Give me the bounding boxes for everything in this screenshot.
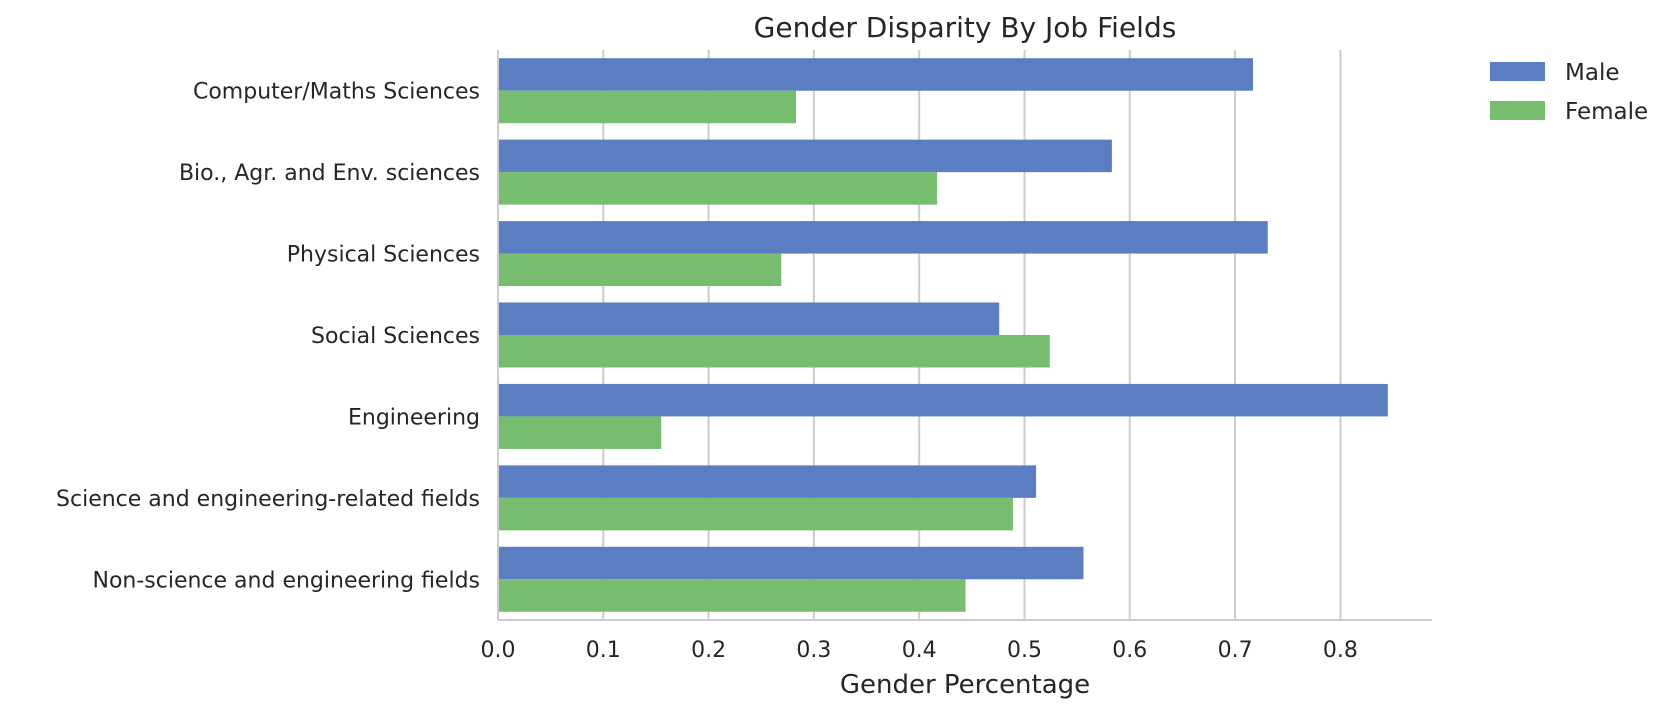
x-tick-label: 0.5 <box>1007 638 1042 663</box>
x-tick-label: 0.4 <box>902 638 937 663</box>
bar-male-5 <box>498 465 1037 498</box>
y-tick-label: Physical Sciences <box>287 243 480 268</box>
bar-male-2 <box>498 221 1268 254</box>
x-axis-title: Gender Percentage <box>840 670 1090 700</box>
y-tick-label: Bio., Agr. and Env. sciences <box>179 161 480 186</box>
axis-spines <box>497 50 1432 621</box>
y-tick-label: Science and engineering-related fields <box>56 487 480 512</box>
bar-male-4 <box>498 383 1388 417</box>
bars <box>498 58 1388 612</box>
x-tick-label: 0.7 <box>1218 638 1253 663</box>
x-tick-label: 0.1 <box>586 638 621 663</box>
bar-female-0 <box>498 90 796 124</box>
bar-male-1 <box>498 139 1112 173</box>
legend-label-female: Female <box>1565 99 1648 125</box>
y-tick-label: Social Sciences <box>311 324 480 349</box>
y-tick-labels: Computer/Maths Sciences Bio., Agr. and En… <box>56 80 480 594</box>
x-tick-label: 0.6 <box>1112 638 1147 663</box>
legend: Male Female <box>1490 60 1648 125</box>
bar-female-5 <box>498 497 1013 531</box>
x-tick-label: 0.0 <box>481 638 516 663</box>
bar-male-3 <box>498 302 1000 335</box>
x-tick-label: 0.3 <box>796 638 831 663</box>
bar-female-3 <box>498 335 1050 368</box>
bar-female-2 <box>498 253 782 287</box>
x-tick-labels: 0.0 0.1 0.2 0.3 0.4 0.5 0.6 0.7 0.8 <box>481 638 1358 663</box>
chart-title: Gender Disparity By Job Fields <box>754 11 1177 44</box>
y-tick-label: Engineering <box>348 405 480 430</box>
bar-female-6 <box>498 579 966 612</box>
bar-male-0 <box>498 58 1253 91</box>
legend-swatch-male <box>1490 62 1545 81</box>
legend-swatch-female <box>1490 101 1545 120</box>
x-tick-label: 0.2 <box>691 638 726 663</box>
x-tick-label: 0.8 <box>1323 638 1358 663</box>
y-tick-label: Computer/Maths Sciences <box>193 80 480 105</box>
bar-male-6 <box>498 546 1084 580</box>
y-tick-label: Non-science and engineering fields <box>92 568 480 593</box>
bar-female-4 <box>498 416 662 449</box>
legend-label-male: Male <box>1565 60 1619 86</box>
bar-female-1 <box>498 172 938 205</box>
